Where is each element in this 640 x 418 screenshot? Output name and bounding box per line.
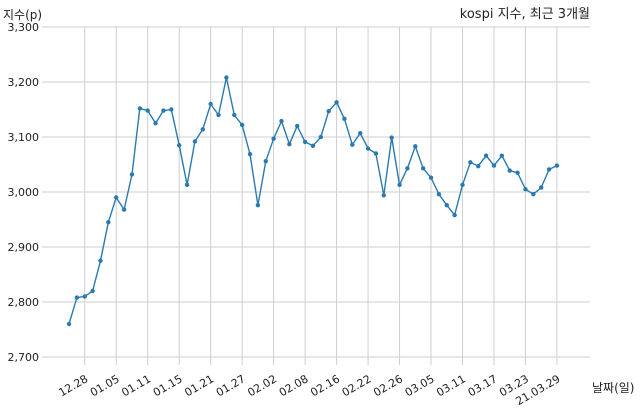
x-tick-label: 01.15 — [151, 372, 185, 399]
data-point — [302, 139, 308, 145]
data-point — [531, 192, 536, 197]
grid — [42, 26, 590, 365]
data-point — [232, 112, 237, 118]
data-point — [460, 182, 465, 188]
y-tick-label: 3,100 — [8, 131, 40, 144]
y-tick-label: 3,200 — [8, 76, 40, 89]
x-tick-label: 01.11 — [119, 372, 153, 399]
x-tick-label: 01.05 — [88, 372, 122, 399]
data-point — [310, 143, 316, 148]
data-point — [389, 135, 394, 140]
x-tick-label: 01.27 — [214, 372, 248, 399]
data-point — [208, 101, 213, 107]
y-tick-label: 3,300 — [8, 21, 40, 34]
data-point — [420, 166, 426, 171]
data-point — [153, 121, 158, 126]
data-point — [137, 106, 143, 111]
y-axis-ticks: 2,700 2,800 2,900 3,000 3,100 3,200 3,300 — [8, 21, 40, 364]
data-point — [176, 143, 182, 148]
data-point — [499, 153, 505, 158]
data-point — [476, 163, 481, 169]
x-tick-label: 03.17 — [466, 372, 500, 399]
series-line — [68, 77, 558, 325]
data-point — [373, 151, 379, 156]
data-point — [169, 107, 174, 112]
data-point — [129, 172, 135, 177]
data-point — [161, 108, 166, 113]
data-point — [539, 185, 544, 190]
data-point — [279, 118, 284, 124]
data-point — [74, 295, 80, 300]
data-point — [468, 160, 473, 165]
y-tick-label: 2,900 — [8, 241, 40, 254]
x-tick-label: 12.28 — [56, 372, 90, 399]
x-axis-title: 날짜(일) — [592, 381, 634, 395]
data-point — [263, 159, 268, 164]
data-point — [145, 108, 150, 113]
y-tick-label: 2,800 — [8, 296, 40, 309]
data-point — [255, 203, 261, 208]
data-point — [121, 207, 127, 212]
data-point — [381, 193, 386, 198]
x-tick-label: 03.11 — [434, 372, 468, 399]
data-point — [287, 141, 292, 147]
data-point — [444, 203, 449, 208]
data-point — [413, 144, 418, 149]
y-tick-label: 3,000 — [8, 186, 40, 199]
data-point — [90, 288, 95, 294]
data-point — [98, 258, 103, 263]
data-point — [554, 163, 560, 168]
data-point — [216, 112, 221, 118]
data-point — [357, 130, 363, 136]
data-point — [405, 166, 410, 171]
data-point — [318, 134, 324, 140]
data-point — [397, 182, 402, 188]
x-axis-ticks: 12.2801.0501.1101.1501.2101.2702.0202.08… — [56, 372, 562, 408]
data-point — [483, 153, 489, 158]
data-point — [326, 108, 331, 114]
data-point — [271, 136, 276, 141]
data-point — [66, 321, 72, 327]
data-point — [507, 168, 512, 173]
data-point — [295, 123, 300, 129]
data-point — [114, 195, 119, 200]
data-point — [350, 142, 355, 147]
series — [66, 75, 560, 327]
x-tick-label: 02.08 — [277, 372, 311, 399]
data-point — [436, 192, 442, 197]
data-point — [224, 75, 229, 80]
data-point — [365, 146, 371, 151]
x-tick-label: 02.26 — [371, 372, 405, 399]
x-tick-label: 01.21 — [182, 372, 216, 399]
data-point — [82, 294, 87, 299]
data-point — [192, 139, 198, 144]
y-tick-label: 2,700 — [8, 351, 40, 364]
data-point — [200, 127, 205, 132]
x-tick-label: 03.05 — [403, 372, 437, 399]
data-point — [491, 163, 497, 168]
data-point — [452, 212, 457, 218]
data-point — [184, 182, 190, 188]
data-point — [342, 116, 347, 122]
x-tick-label: 02.02 — [245, 372, 279, 399]
data-point — [428, 175, 434, 180]
chart-title: kospi 지수, 최근 3개월 — [460, 7, 590, 22]
data-point — [239, 122, 245, 128]
y-axis-title: 지수(p) — [3, 8, 42, 22]
data-point — [106, 220, 111, 225]
data-point — [334, 100, 339, 105]
data-point — [515, 170, 520, 175]
data-point — [523, 187, 528, 192]
data-point — [546, 167, 552, 172]
x-tick-label: 02.22 — [340, 372, 374, 399]
data-point — [247, 151, 253, 157]
x-tick-label: 02.16 — [308, 372, 342, 399]
